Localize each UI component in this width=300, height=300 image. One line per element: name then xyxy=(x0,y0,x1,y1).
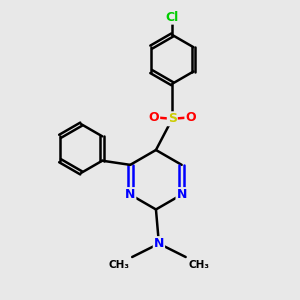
Text: CH₃: CH₃ xyxy=(189,260,210,270)
Text: O: O xyxy=(148,111,159,124)
Text: N: N xyxy=(125,188,135,201)
Text: O: O xyxy=(185,111,196,124)
Text: N: N xyxy=(154,237,164,250)
Text: N: N xyxy=(176,188,187,201)
Text: Cl: Cl xyxy=(166,11,179,24)
Text: S: S xyxy=(168,112,177,125)
Text: CH₃: CH₃ xyxy=(108,260,129,270)
